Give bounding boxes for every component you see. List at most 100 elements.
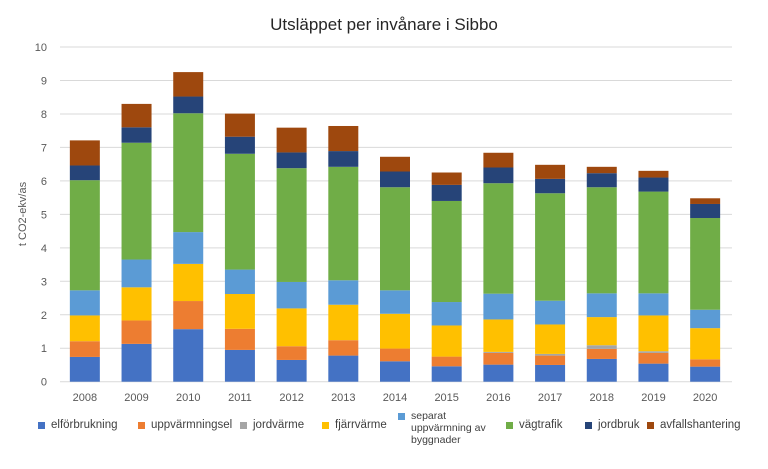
legend-item: uppvärmningsel [138, 419, 232, 432]
bar-segment [431, 172, 462, 185]
bar-segment [586, 317, 617, 346]
y-tick-label: 0 [41, 377, 47, 389]
bar-stack-2013 [328, 125, 359, 382]
bar-segment [276, 308, 307, 347]
bar-segment [483, 183, 514, 294]
bar-segment [380, 361, 410, 382]
bar-segment [69, 140, 100, 166]
bar-segment [173, 72, 204, 97]
legend-item: vägtrafik [506, 419, 562, 432]
bar-segment [535, 353, 566, 356]
bar-stack-2014 [380, 156, 410, 382]
bar-stack-2017 [535, 164, 566, 382]
y-tick-label: 10 [35, 42, 47, 54]
bar-segment [690, 218, 721, 310]
bar-segment [121, 287, 152, 321]
legend-swatch [138, 422, 145, 429]
bar-stack-2009 [121, 103, 152, 382]
bar-stack-2020 [690, 198, 721, 382]
bar-segment [328, 280, 359, 305]
bar-stack-2008 [69, 140, 100, 382]
bar-segment [173, 96, 204, 114]
bar-segment [69, 315, 100, 342]
bar-segment [586, 173, 617, 188]
bar-segment [173, 232, 204, 264]
y-axis-label: t CO2-ekv/as [17, 181, 29, 246]
bar-segment [121, 103, 152, 128]
bar-segment [173, 301, 204, 330]
x-tick-label: 2018 [590, 392, 614, 404]
bar-segment [586, 345, 617, 349]
bar-segment [535, 324, 566, 354]
bar-segment [638, 170, 669, 178]
x-tick-label: 2016 [486, 392, 510, 404]
chart-title: Utsläppet per invånare i Sibbo [270, 15, 498, 34]
bar-segment [483, 351, 514, 353]
y-tick-label: 1 [41, 343, 47, 355]
legend-item: jordbruk [585, 419, 640, 432]
bar-segment [328, 304, 359, 341]
bar-segment [328, 340, 359, 356]
bar-segment [121, 343, 152, 382]
bar-segment [69, 180, 100, 291]
legend-swatch [38, 422, 45, 429]
bar-segment [173, 263, 204, 302]
bar-segment [483, 364, 514, 382]
bars [69, 72, 721, 382]
x-tick-label: 2013 [331, 392, 355, 404]
x-tick-label: 2012 [279, 392, 303, 404]
x-tick-label: 2010 [176, 392, 200, 404]
bar-segment [586, 293, 617, 318]
y-tick-label: 3 [41, 276, 47, 288]
y-tick-label: 9 [41, 75, 47, 87]
bar-stack-2019 [638, 170, 669, 382]
bar-segment [638, 352, 669, 364]
bar-segment [380, 290, 410, 314]
bar-segment [431, 184, 462, 201]
bar-segment [535, 178, 566, 194]
bar-segment [690, 366, 721, 382]
bar-segment [638, 177, 669, 192]
y-tick-label: 4 [41, 243, 47, 255]
legend-item: separat uppvärmning av byggnader [398, 410, 486, 446]
bar-segment [224, 136, 255, 154]
x-tick-label: 2017 [538, 392, 562, 404]
bar-segment [638, 351, 669, 353]
x-tick-label: 2015 [434, 392, 458, 404]
bar-segment [276, 168, 307, 282]
bar-segment [690, 359, 721, 367]
legend-label: fjärrvärme [335, 419, 387, 431]
bar-stack-2015 [431, 172, 462, 382]
bar-segment [121, 142, 152, 260]
bar-segment [586, 348, 617, 359]
bar-segment [69, 356, 100, 382]
bar-segment [535, 300, 566, 325]
x-tick-label: 2011 [228, 392, 252, 404]
bar-segment [586, 358, 617, 382]
bar-stack-2016 [483, 152, 514, 382]
bar-segment [690, 203, 721, 219]
legend-swatch [647, 422, 654, 429]
legend-item: jordvärme [240, 419, 304, 432]
x-tick-label: 2009 [124, 392, 148, 404]
bar-stack-2012 [276, 127, 307, 382]
bar-segment [431, 325, 462, 357]
bar-segment [69, 290, 100, 316]
x-tick-label: 2019 [641, 392, 665, 404]
y-tick-label: 6 [41, 176, 47, 188]
x-tick-label: 2020 [693, 392, 717, 404]
bar-segment [380, 171, 410, 188]
bar-segment [431, 200, 462, 303]
bar-segment [483, 293, 514, 320]
legend-item: avfallshantering [647, 419, 741, 432]
bar-segment [328, 125, 359, 152]
bar-segment [483, 352, 514, 365]
bar-segment [535, 364, 566, 382]
bar-segment [638, 363, 669, 382]
legend-swatch [322, 422, 329, 429]
bar-segment [638, 191, 669, 294]
bar-segment [638, 315, 669, 352]
bar-segment [380, 348, 410, 362]
legend-swatch [240, 422, 247, 429]
bar-segment [224, 349, 255, 382]
